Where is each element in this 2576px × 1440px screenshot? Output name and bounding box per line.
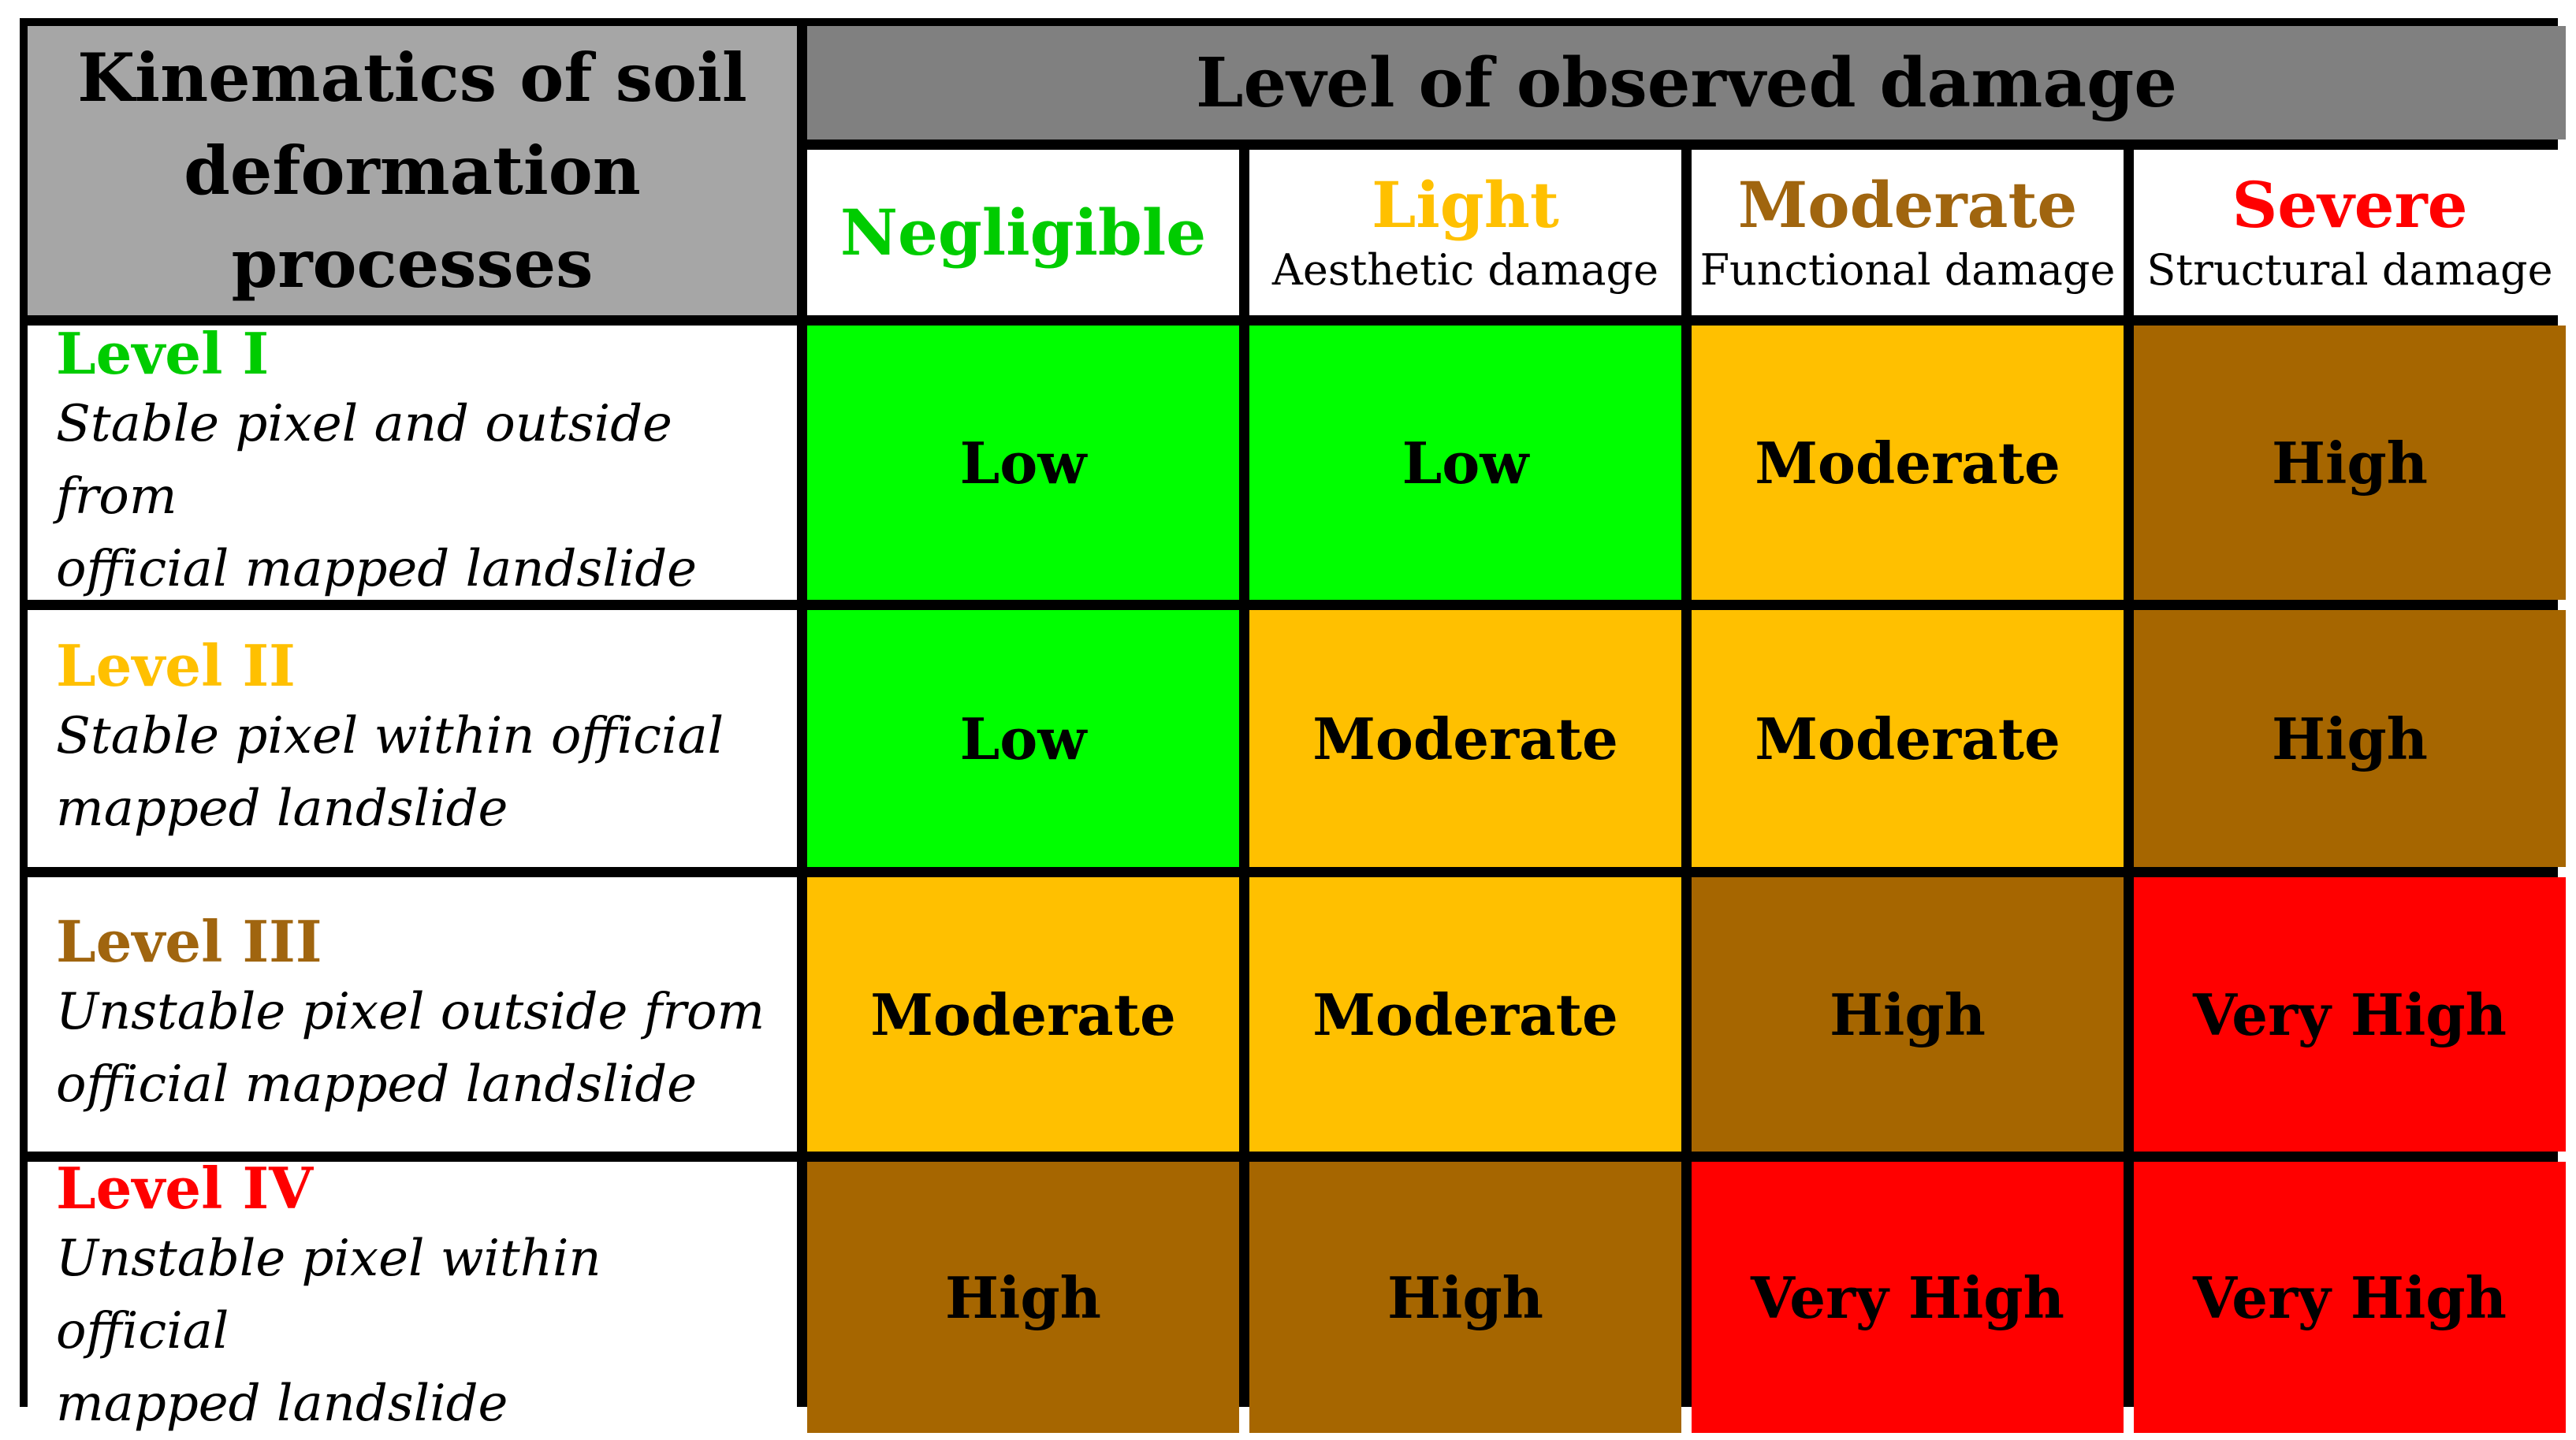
corner-header-line1: Kinematics of soil [77,38,747,117]
column-header-light: Light Aesthetic damage [1249,150,1681,315]
column-subtitle: Aesthetic damage [1271,245,1659,295]
column-name: Severe [2232,168,2468,242]
corner-header: Kinematics of soil deformation processes [28,26,797,315]
risk-cell: High [2134,610,2566,867]
row-description-line1: Unstable pixel outside from [56,983,765,1041]
column-header-severe: Severe Structural damage [2134,150,2566,315]
row-description-line1: Stable pixel and outside from [56,395,672,526]
column-header-moderate: Moderate Functional damage [1692,150,2124,315]
row-header-level-2: Level II Stable pixel within official ma… [28,610,797,867]
row-header-level-4: Level IV Unstable pixel within official … [28,1155,797,1433]
column-header-negligible: Negligible [807,150,1239,315]
row-description-line2: official mapped landslide [56,540,698,598]
row-level-label: Level I [56,320,270,387]
risk-cell: Moderate [807,877,1239,1152]
risk-cell: Moderate [1692,326,2124,600]
risk-cell: Low [807,326,1239,600]
row-description-line2: official mapped landslide [56,1055,698,1114]
risk-cell: Moderate [1692,610,2124,867]
risk-cell: Low [807,610,1239,867]
column-subtitle: Functional damage [1699,245,2116,295]
corner-header-line2: deformation processes [184,131,641,303]
risk-cell: High [1692,877,2124,1152]
row-header-level-3: Level III Unstable pixel outside from of… [28,877,797,1152]
risk-cell: High [807,1162,1239,1433]
column-name: Light [1372,168,1559,242]
row-description-line2: mapped landslide [56,1375,508,1433]
risk-cell: Very High [1692,1162,2124,1433]
row-description-line2: mapped landslide [56,780,508,838]
risk-cell: Very High [2134,877,2566,1152]
risk-cell: Moderate [1249,610,1681,867]
row-description-line1: Stable pixel within official [56,707,724,765]
risk-cell: High [2134,326,2566,600]
risk-cell: Moderate [1249,877,1681,1152]
row-description-line1: Unstable pixel within official [56,1230,601,1360]
row-level-label: Level III [56,908,322,975]
row-level-label: Level IV [56,1155,314,1222]
risk-cell: Very High [2134,1162,2566,1433]
damage-risk-matrix: Kinematics of soil deformation processes… [20,18,2566,1433]
row-level-label: Level II [56,632,296,699]
risk-cell: High [1249,1162,1681,1433]
damage-level-header: Level of observed damage [807,26,2566,140]
column-name: Moderate [1737,168,2078,242]
row-header-level-1: Level I Stable pixel and outside from of… [28,320,797,600]
risk-cell: Low [1249,326,1681,600]
column-subtitle: Structural damage [2146,245,2553,295]
column-name: Negligible [839,195,1207,270]
